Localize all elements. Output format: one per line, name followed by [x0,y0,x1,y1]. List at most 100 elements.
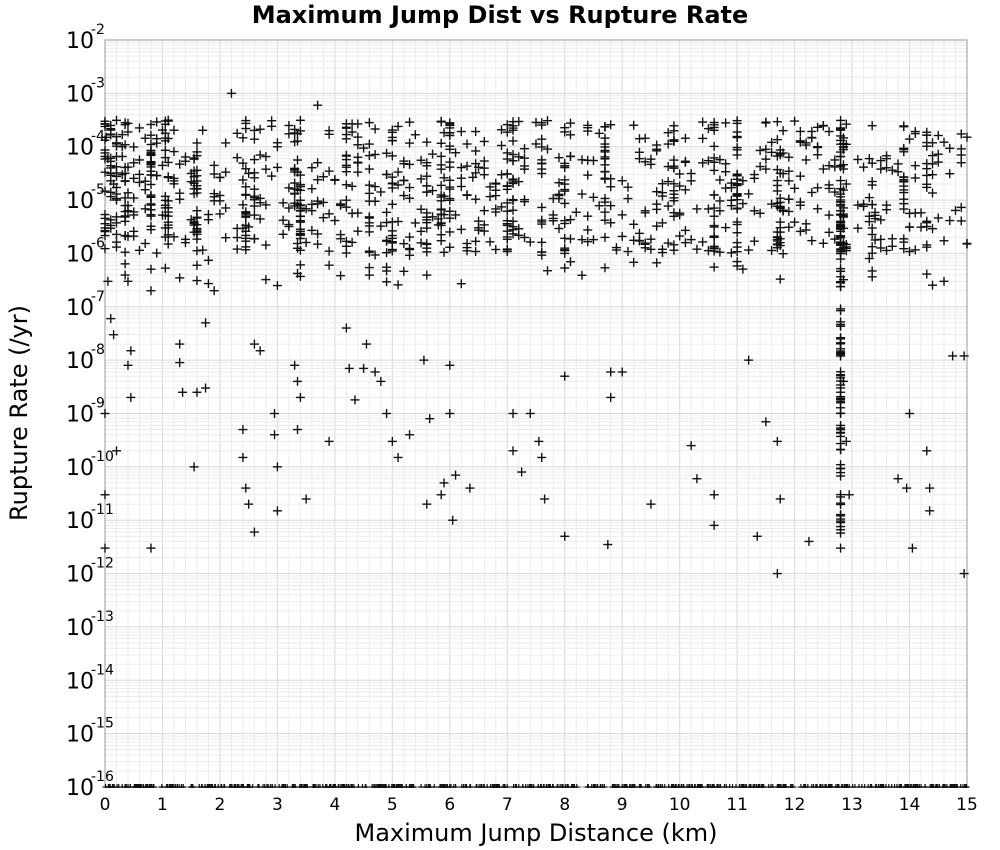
data-point [111,152,121,162]
data-point [709,120,719,130]
data-point [945,169,955,179]
data-point [675,231,685,241]
data-point [956,158,966,168]
data-point [479,136,489,146]
data-point [548,213,558,223]
data-point [663,177,673,187]
data-point [272,281,282,291]
data-point [393,180,403,190]
data-point [399,266,409,276]
data-point [502,154,512,164]
data-point [336,234,346,244]
data-point [387,132,397,142]
data-point [893,159,903,169]
data-point [120,176,130,186]
data-point [169,232,179,242]
data-point [341,180,351,190]
data-point [663,238,673,248]
data-point [497,140,507,150]
data-point [180,234,190,244]
data-point [928,151,938,161]
data-point [738,199,748,209]
data-point [103,276,113,286]
x-tick-label: 13 [841,795,863,815]
data-point [178,387,188,397]
y-tick-exponent: -14 [91,662,114,678]
data-point [910,161,920,171]
data-point [698,117,708,127]
data-point [169,173,179,183]
data-point [882,163,892,173]
data-point [956,150,966,160]
data-point [468,172,478,182]
data-point [387,226,397,236]
data-point [290,167,300,177]
data-point [709,262,719,272]
data-point [755,145,765,155]
data-point [565,234,575,244]
data-point [752,531,762,541]
data-point [146,119,156,129]
data-point [100,119,110,129]
data-point [836,543,846,553]
data-point [189,189,199,199]
data-point [962,239,972,249]
data-point [836,394,846,404]
data-point [106,223,116,233]
data-point [238,200,248,210]
data-point [175,273,185,283]
data-point [836,176,846,186]
data-point [175,339,185,349]
data-point [606,218,616,228]
data-point [669,196,679,206]
data-point [634,235,644,245]
data-point [399,159,409,169]
data-point [910,245,920,255]
data-point [508,125,518,135]
data-point [818,238,828,248]
data-point [347,127,357,137]
data-point [436,230,446,240]
data-point [571,207,581,217]
data-point [146,162,156,172]
data-point [436,180,446,190]
data-point [267,121,277,131]
data-point [106,314,116,324]
data-point [669,245,679,255]
data-point [295,115,305,125]
data-point [232,244,242,254]
data-point [341,119,351,129]
data-point [456,279,466,289]
x-tick-label: 3 [272,795,283,815]
data-point [439,478,449,488]
data-point [928,159,938,169]
data-point [261,152,271,162]
data-point [134,245,144,255]
data-point [554,178,564,188]
data-point [146,199,156,209]
data-point [123,360,133,370]
data-point [956,129,966,139]
data-point [709,222,719,232]
data-point [928,188,938,198]
data-point [882,200,892,210]
data-point [508,205,518,215]
data-point [761,144,771,154]
data-point [249,339,259,349]
data-point [537,452,547,462]
data-point [330,175,340,185]
data-point [680,238,690,248]
data-point [100,145,110,155]
data-point [508,156,518,166]
data-point [140,176,150,186]
data-point [425,414,435,424]
data-point [836,425,846,435]
data-point [600,193,610,203]
data-point [836,444,846,454]
data-point [255,346,265,356]
data-point [726,183,736,193]
data-point [445,227,455,237]
x-tick-label: 7 [502,795,513,815]
data-point [560,123,570,133]
data-point [293,376,303,386]
